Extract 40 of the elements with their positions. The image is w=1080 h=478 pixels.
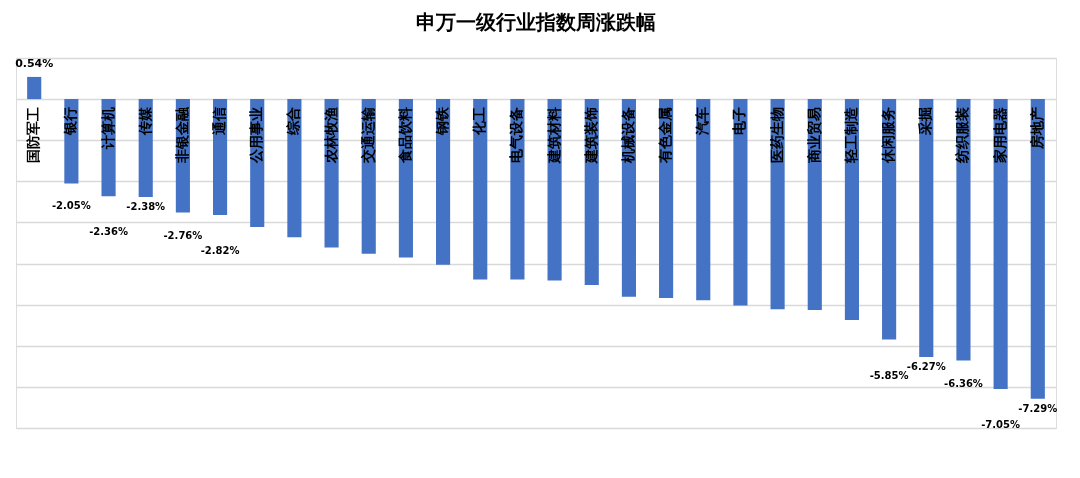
x-tick-label: 农林牧渔 xyxy=(322,107,339,165)
x-tick-label: 综合 xyxy=(285,107,302,137)
x-tick-label: 食品饮料 xyxy=(396,107,413,165)
x-tick-label: 钢铁 xyxy=(434,106,451,137)
data-label: -2.36% xyxy=(89,226,128,238)
x-tick-label: 有色金属 xyxy=(657,107,674,165)
x-tick-label: 通信 xyxy=(211,107,228,137)
x-tick-label: 家用电器 xyxy=(991,107,1008,165)
x-tick-label: 房地产 xyxy=(1028,107,1045,151)
data-label: -2.82% xyxy=(200,245,240,257)
x-tick-label: 机械设备 xyxy=(619,107,636,165)
x-tick-label: 化工 xyxy=(471,107,488,137)
x-tick-label: 汽车 xyxy=(694,107,711,137)
data-label: -2.76% xyxy=(163,229,203,241)
x-tick-label: 交通运输 xyxy=(359,106,376,165)
x-tick-label: 电子 xyxy=(731,107,748,136)
chart-title: 申万一级行业指数周涨跌幅 xyxy=(416,9,656,34)
data-label: -7.05% xyxy=(981,418,1021,430)
x-tick-label: 轻工制造 xyxy=(842,106,859,165)
x-tick-label: 建筑装饰 xyxy=(582,107,599,165)
x-tick-label: 计算机 xyxy=(99,107,116,151)
data-label: -7.29% xyxy=(1018,402,1058,414)
data-label: -6.27% xyxy=(906,360,946,372)
x-tick-label: 采掘 xyxy=(917,107,934,137)
x-tick-label: 国防军工 xyxy=(25,107,42,164)
data-label: -2.05% xyxy=(51,200,91,212)
x-tick-label: 商业贸易 xyxy=(805,107,822,165)
x-tick-label: 非银金融 xyxy=(173,106,190,165)
x-tick-label: 纺织服装 xyxy=(954,107,971,165)
x-tick-label: 医药生物 xyxy=(768,107,785,164)
x-tick-label: 电气设备 xyxy=(508,107,525,164)
x-tick-label: 公用事业 xyxy=(248,107,265,165)
data-label: -5.85% xyxy=(869,369,909,381)
data-label: 0.54% xyxy=(15,56,54,70)
data-label: -2.38% xyxy=(126,200,166,212)
x-tick-label: 银行 xyxy=(62,107,79,137)
x-tick-label: 建筑材料 xyxy=(545,107,562,165)
x-tick-label: 休闲服务 xyxy=(880,107,897,165)
data-label: -6.36% xyxy=(944,377,983,389)
x-tick-label: 传媒 xyxy=(136,106,153,137)
